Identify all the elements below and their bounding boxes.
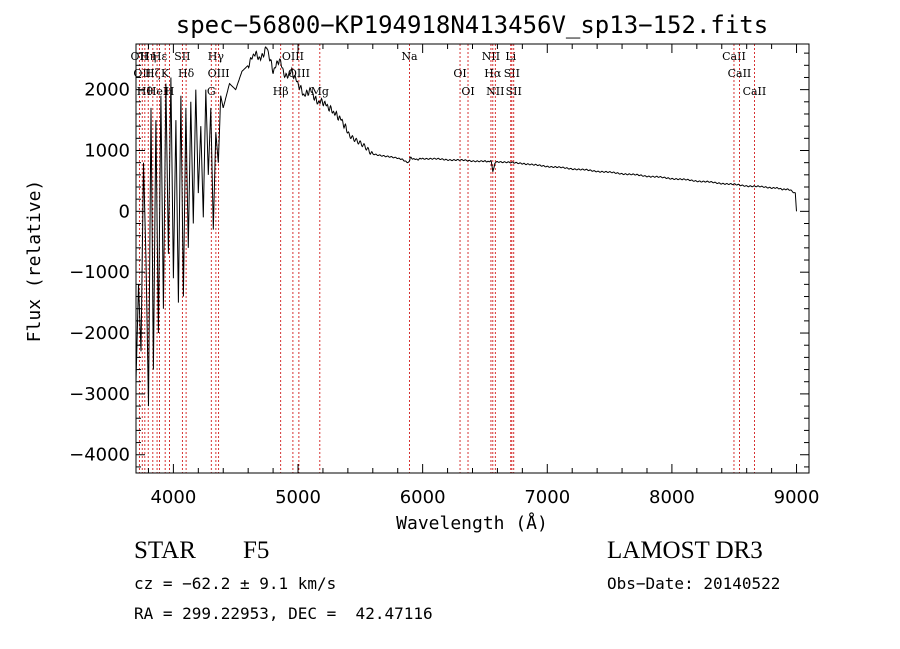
survey-label: LAMOST DR3	[607, 537, 763, 564]
y-tick-label: 0	[119, 201, 130, 222]
object-class: STAR	[134, 537, 196, 564]
x-axis-label: Wavelength (Å)	[396, 512, 548, 534]
spectrum-chart: spec−56800−KP194918N413456V_sp13−152.fit…	[24, 11, 819, 534]
x-tick-label: 5000	[275, 487, 321, 508]
spectral-line-label: Hε	[152, 50, 168, 63]
spectral-line-label: CaII	[722, 50, 746, 63]
object-subclass: F5	[243, 537, 270, 564]
x-tick-label: 7000	[524, 487, 570, 508]
spectral-line-label: CaII	[743, 85, 767, 98]
x-tick-label: 8000	[649, 487, 695, 508]
spectral-line-label: OI	[453, 67, 466, 80]
spectral-line-label: Hγ	[208, 50, 225, 63]
spectral-line-label: G	[207, 85, 216, 98]
y-tick-label: −1000	[69, 262, 130, 283]
spectral-line-label: OII	[131, 50, 149, 63]
spectral-line-label: H	[165, 85, 175, 98]
y-tick-label: −2000	[69, 323, 130, 344]
spectral-line-label: Mg	[311, 85, 329, 98]
plot-frame	[135, 43, 810, 474]
spectral-line-label: NII	[482, 50, 500, 63]
y-tick-label: −4000	[69, 445, 130, 466]
spectral-line-label: CaII	[728, 67, 752, 80]
spectral-line-label: NII	[486, 85, 504, 98]
spectral-line-label: SII	[504, 67, 520, 80]
y-tick-label: −3000	[69, 384, 130, 405]
y-axis-label: Flux (relative)	[24, 180, 45, 343]
spectral-line-label: SII	[506, 85, 522, 98]
spectral-line-label: SII	[174, 50, 190, 63]
spectral-line-label: Hβ	[273, 85, 289, 98]
y-tick-label: 1000	[84, 140, 130, 161]
redshift-line: cz = −62.2 ± 9.1 km/s	[134, 574, 337, 593]
spectral-line-label: OI	[461, 85, 474, 98]
spectral-line-label: Hδ	[178, 67, 195, 80]
spectral-line-label: OII	[133, 67, 151, 80]
spectral-line-label: K	[161, 67, 170, 80]
y-tick-label: 2000	[84, 80, 130, 101]
spectral-line-label: Hη	[140, 50, 156, 63]
spectral-line-label: Hθ	[137, 85, 154, 98]
x-tick-label: 4000	[150, 487, 196, 508]
x-tick-label: 9000	[774, 487, 820, 508]
chart-title: spec−56800−KP194918N413456V_sp13−152.fit…	[176, 11, 768, 39]
coordinates-line: RA = 299.22953, DEC = 42.47116	[134, 604, 433, 623]
x-tick-label: 6000	[400, 487, 446, 508]
series-layer	[136, 46, 797, 407]
spectral-line-label: Hα	[484, 67, 502, 80]
spectral-line-label: Hζ	[145, 67, 161, 80]
spectral-line-label: Na	[401, 50, 418, 63]
spectrum-line	[136, 46, 797, 407]
spectral-line-label: OIII	[208, 67, 230, 80]
axes-layer: 4000 5000 6000 7000 8000 9000 −4000 −3000 −2000 −…	[69, 44, 819, 508]
spectral-line-label: HeI	[147, 85, 167, 98]
obs-date-line: Obs−Date: 20140522	[607, 574, 781, 593]
spectral-lines-layer: OIIOIIHθHηHζHeIHεKHSIIHδGHγOIIIHβOIIIOII…	[131, 44, 767, 473]
spectral-line-label: Li	[505, 50, 516, 63]
spectral-line-label: OIII	[282, 50, 304, 63]
